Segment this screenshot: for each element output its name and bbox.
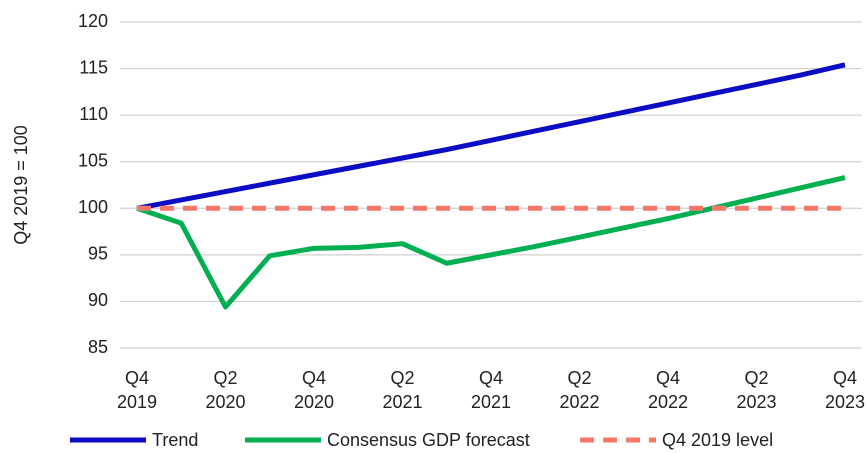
x-tick-label: Q4 2022 [647,368,689,412]
x-tick-label: Q2 2023 [736,368,777,412]
series-line [136,62,846,211]
x-tick-label: Q4 2021 [470,368,512,412]
y-tick-label: 120 [78,11,108,31]
y-tick-label: 95 [88,244,108,264]
x-tick-label: Q2 2020 [205,368,246,412]
legend-label: Trend [152,430,198,450]
y-tick-label: 85 [88,337,108,357]
x-tick-label: Q4 2023 [824,368,866,412]
x-tick-label: Q4 2020 [293,368,335,412]
legend-label: Consensus GDP forecast [327,430,530,450]
y-tick-label: 110 [79,104,108,124]
x-tick-label: Q2 2021 [382,368,423,412]
legend-label: Q4 2019 level [662,430,773,450]
y-tick-label: 90 [88,290,108,310]
series-line [136,175,846,310]
y-tick-label: 105 [78,150,108,170]
y-tick-label: 115 [79,57,108,77]
y-tick-label: 100 [78,197,108,217]
x-tick-label: Q4 2019 [116,368,158,412]
x-tick-label: Q2 2022 [559,368,600,412]
y-axis-label: Q4 2019 = 100 [11,125,31,245]
